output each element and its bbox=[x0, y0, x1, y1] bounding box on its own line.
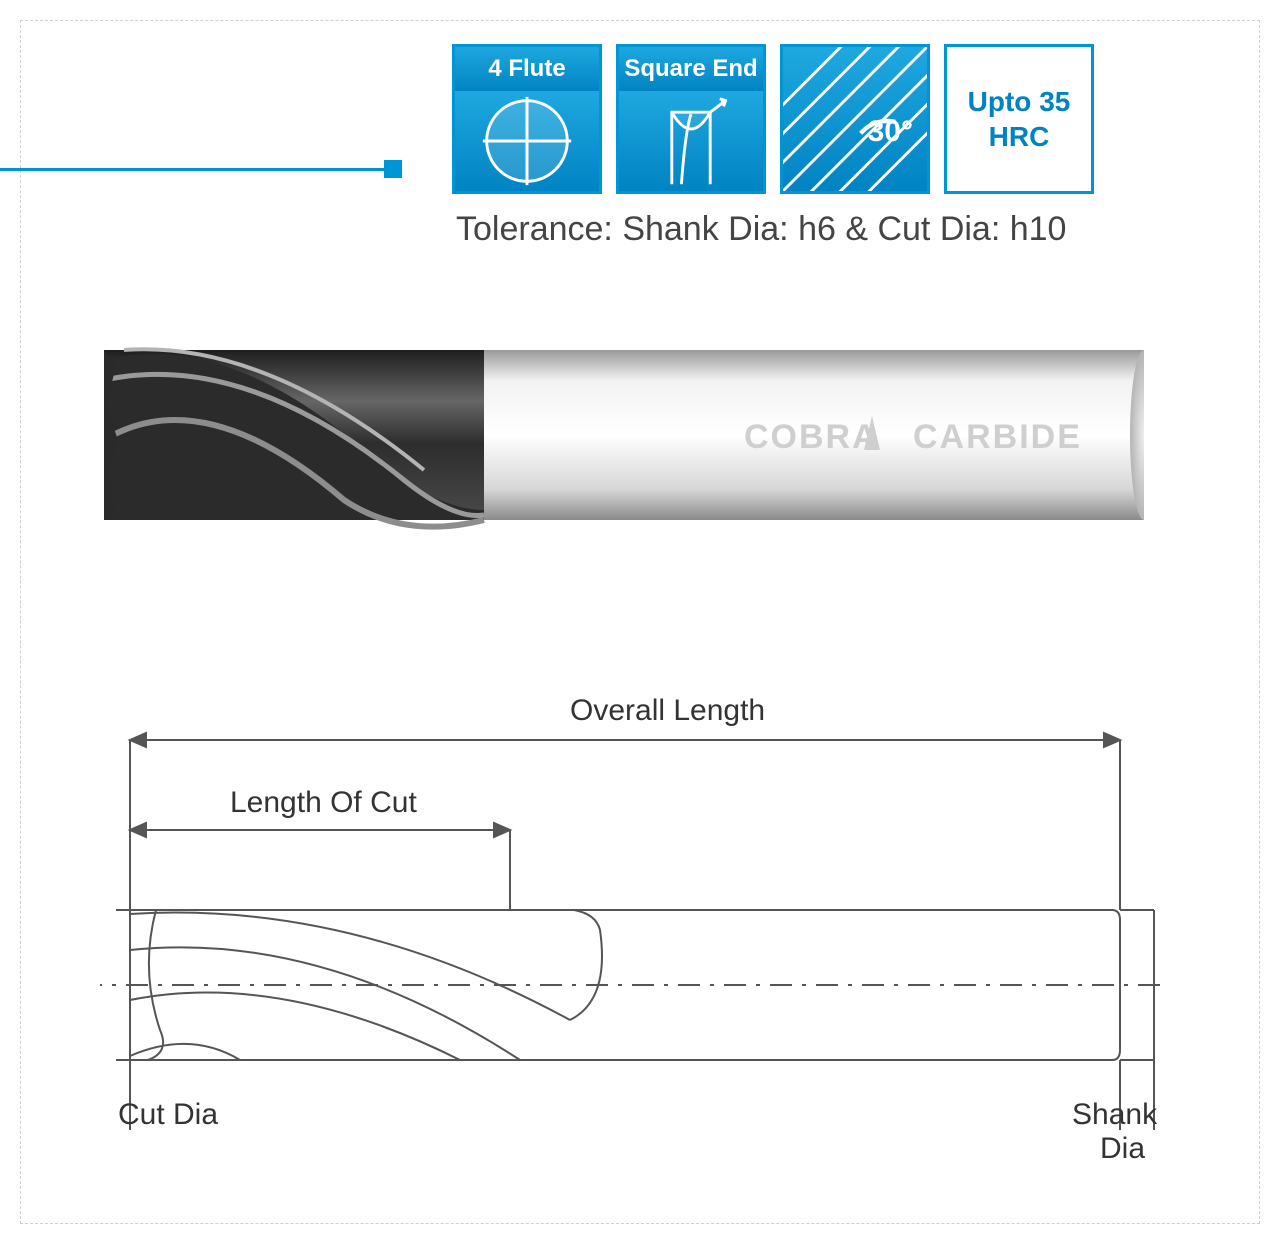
hardness-line1: Upto 35 bbox=[968, 84, 1071, 119]
drawing-svg bbox=[100, 700, 1160, 1180]
badge-helix-angle: 30° bbox=[780, 44, 930, 194]
accent-rule-cap bbox=[384, 160, 402, 178]
badge-icon-hatch: 30° bbox=[783, 47, 927, 191]
badge-square-end: Square End bbox=[616, 44, 766, 194]
badge-row: 4 Flute Square End bbox=[452, 44, 1094, 194]
label-cut-dia: Cut Dia bbox=[118, 1098, 218, 1132]
four-flute-icon bbox=[479, 93, 575, 189]
square-end-icon bbox=[643, 93, 739, 189]
badge-label: Square End bbox=[619, 47, 763, 91]
technical-drawing: Overall Length Length Of Cut Cut Dia Sha… bbox=[100, 700, 1160, 1180]
brand-text: COBRA CARBIDE bbox=[744, 418, 1082, 456]
badge-4-flute: 4 Flute bbox=[452, 44, 602, 194]
hardness-line2: HRC bbox=[989, 119, 1050, 154]
badge-label: 4 Flute bbox=[455, 47, 599, 91]
badge-icon-square-end bbox=[619, 91, 763, 191]
badge-hardness: Upto 35 HRC bbox=[944, 44, 1094, 194]
label-shank-dia-2: Dia bbox=[1100, 1132, 1145, 1166]
label-shank-dia-1: Shank bbox=[1072, 1098, 1157, 1132]
badge-icon-4-flute bbox=[455, 91, 599, 191]
endmill-render: COBRA CARBIDE bbox=[104, 320, 1144, 550]
product-photo: COBRA CARBIDE bbox=[104, 320, 1144, 550]
label-overall-length: Overall Length bbox=[570, 694, 765, 728]
label-length-of-cut: Length Of Cut bbox=[230, 786, 417, 820]
tolerance-text: Tolerance: Shank Dia: h6 & Cut Dia: h10 bbox=[456, 210, 1066, 249]
helix-angle-text: 30° bbox=[868, 115, 913, 149]
accent-rule bbox=[0, 168, 388, 171]
